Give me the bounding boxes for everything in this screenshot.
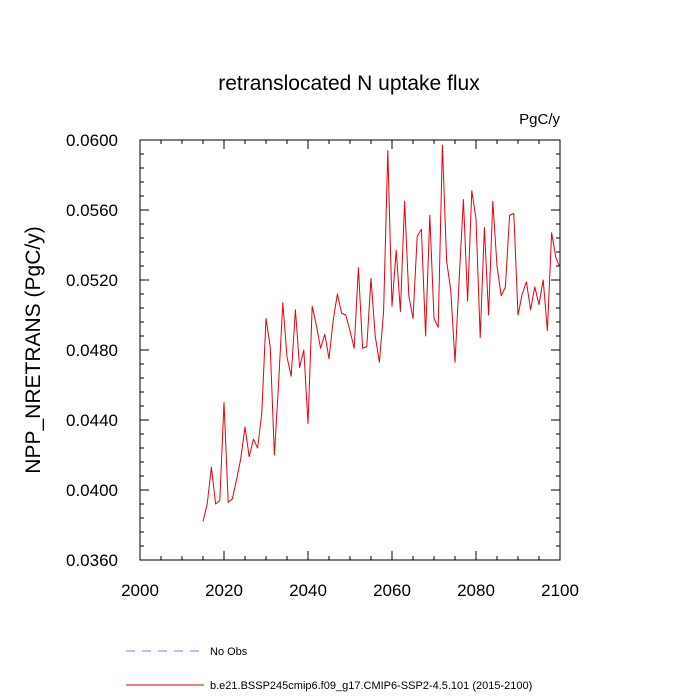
y-tick-label: 0.0600 (66, 131, 118, 150)
series-line (202, 144, 561, 522)
units-label: PgC/y (519, 111, 560, 128)
legend: No Obs b.e21.BSSP245cmip6.f09_g17.CMIP6-S… (126, 646, 532, 692)
x-tick-label: 2020 (205, 581, 243, 600)
y-tick-label: 0.0400 (66, 481, 118, 500)
y-tick-label: 0.0520 (66, 271, 118, 290)
chart-title: retranslocated N uptake flux (218, 72, 480, 95)
x-tick-label: 2080 (457, 581, 495, 600)
y-tick-label: 0.0560 (66, 201, 118, 220)
y-axis-label: NPP_NRETRANS (PgC/y) (22, 226, 45, 473)
plot-frame (139, 139, 561, 561)
x-tick-label: 2000 (121, 581, 159, 600)
x-tick-label: 2100 (541, 581, 579, 600)
legend-label: b.e21.BSSP245cmip6.f09_g17.CMIP6-SSP2-4.… (210, 680, 532, 692)
x-tick-label: 2060 (373, 581, 411, 600)
series-layer (202, 144, 561, 522)
y-tick-label: 0.0360 (66, 551, 118, 570)
y-tick-label: 0.0440 (66, 411, 118, 430)
axes: 2000 2020 2040 2060 2080 2100 0.0360 0.0400 0.04… (66, 131, 579, 600)
y-tick-label: 0.0480 (66, 341, 118, 360)
x-tick-label: 2040 (289, 581, 327, 600)
legend-label: No Obs (210, 646, 248, 658)
